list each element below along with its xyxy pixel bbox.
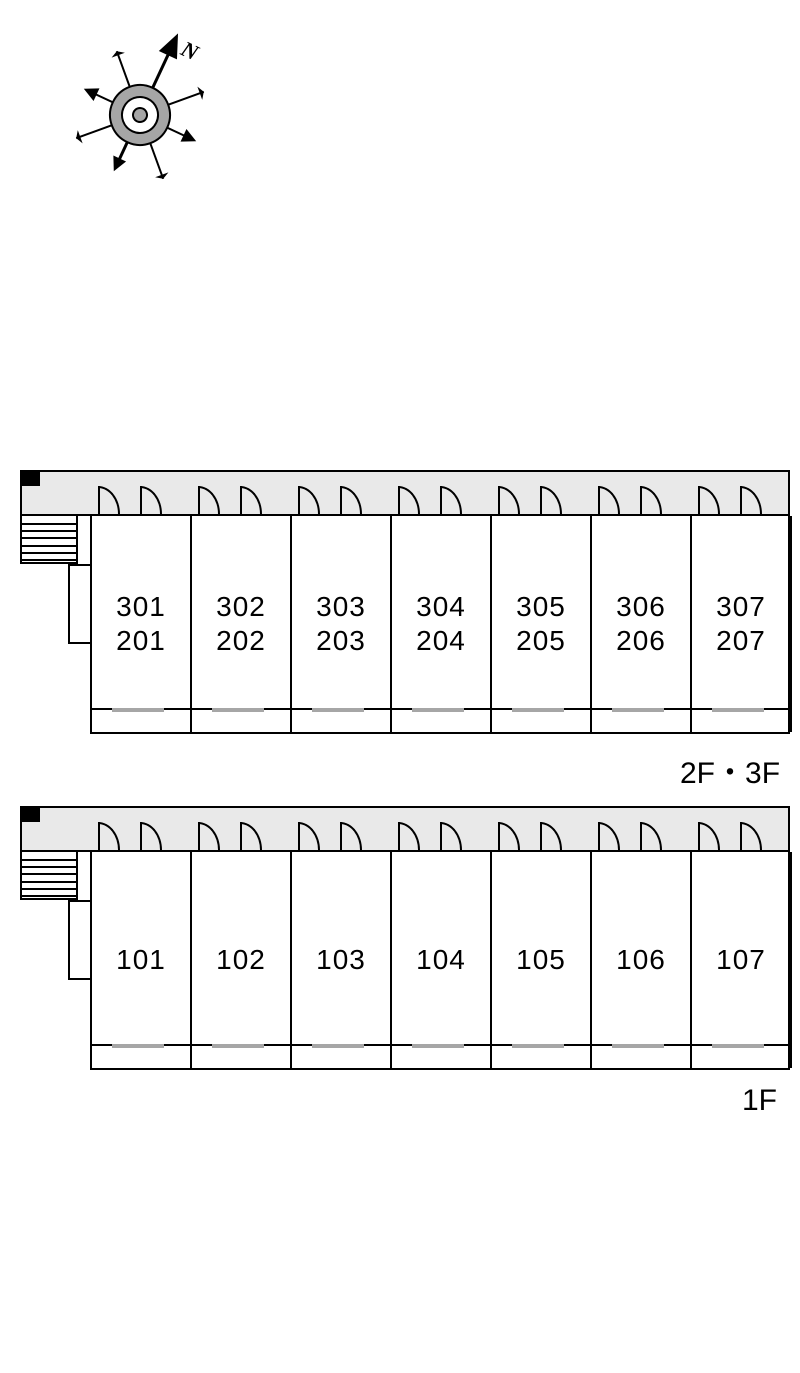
left-wall-segment	[68, 564, 92, 644]
window-mark	[712, 1044, 764, 1048]
door-icon	[98, 486, 120, 514]
door-icon	[640, 486, 662, 514]
floorplan-canvas: N 30120130220230320330420430520530620630…	[0, 0, 800, 1373]
room-number: 202	[216, 624, 266, 658]
window-mark	[612, 1044, 664, 1048]
room-number: 307	[716, 590, 766, 624]
left-wall-segment	[68, 900, 92, 980]
compass-svg: N	[60, 20, 220, 180]
door-icon	[140, 822, 162, 850]
rooms-row: 3012013022023032033042043052053062063072…	[90, 516, 790, 734]
door-icon	[540, 486, 562, 514]
room-number: 305	[516, 590, 566, 624]
room-number: 303	[316, 590, 366, 624]
window-mark	[212, 708, 264, 712]
room-number: 205	[516, 624, 566, 658]
room-number: 105	[516, 943, 566, 977]
window-mark	[612, 708, 664, 712]
floor-label: 1F	[742, 1084, 777, 1118]
door-icon	[698, 822, 720, 850]
door-icon	[498, 822, 520, 850]
room-unit: 304204	[392, 516, 492, 732]
door-icon	[398, 822, 420, 850]
door-icon	[240, 486, 262, 514]
room-unit: 307207	[692, 516, 792, 732]
room-number: 103	[316, 943, 366, 977]
door-icon	[440, 486, 462, 514]
room-number: 207	[716, 624, 766, 658]
window-mark	[412, 708, 464, 712]
window-mark	[312, 1044, 364, 1048]
compass-rose: N	[60, 20, 220, 180]
corner-block	[22, 808, 40, 822]
room-unit: 106	[592, 852, 692, 1068]
door-icon	[340, 486, 362, 514]
room-unit: 306206	[592, 516, 692, 732]
room-number: 106	[616, 943, 666, 977]
room-number: 301	[116, 590, 166, 624]
door-icon	[498, 486, 520, 514]
svg-text:N: N	[176, 35, 203, 65]
room-number: 304	[416, 590, 466, 624]
room-number: 102	[216, 943, 266, 977]
room-number: 206	[616, 624, 666, 658]
room-unit: 103	[292, 852, 392, 1068]
floor-lower: 101 102 103 104 105 106 107	[20, 806, 790, 1070]
room-unit: 303203	[292, 516, 392, 732]
stairs	[20, 850, 78, 900]
door-icon	[398, 486, 420, 514]
door-icon	[598, 486, 620, 514]
stairs	[20, 514, 78, 564]
door-icon	[440, 822, 462, 850]
door-icon	[698, 486, 720, 514]
room-number: 107	[716, 943, 766, 977]
floor-label: 2F・3F	[680, 748, 780, 792]
window-mark	[512, 708, 564, 712]
window-mark	[712, 708, 764, 712]
window-mark	[212, 1044, 264, 1048]
window-mark	[112, 708, 164, 712]
room-unit: 305205	[492, 516, 592, 732]
room-number: 201	[116, 624, 166, 658]
door-icon	[198, 486, 220, 514]
door-icon	[298, 822, 320, 850]
window-mark	[312, 708, 364, 712]
room-unit: 302202	[192, 516, 292, 732]
door-icon	[740, 822, 762, 850]
room-unit: 104	[392, 852, 492, 1068]
door-icon	[140, 486, 162, 514]
door-icon	[598, 822, 620, 850]
room-unit: 301201	[92, 516, 192, 732]
room-number: 306	[616, 590, 666, 624]
floor-upper: 3012013022023032033042043052053062063072…	[20, 470, 790, 734]
door-icon	[240, 822, 262, 850]
door-icon	[740, 486, 762, 514]
room-number: 104	[416, 943, 466, 977]
room-unit: 105	[492, 852, 592, 1068]
room-unit: 102	[192, 852, 292, 1068]
door-icon	[340, 822, 362, 850]
door-icon	[298, 486, 320, 514]
door-icon	[198, 822, 220, 850]
window-mark	[412, 1044, 464, 1048]
room-number: 204	[416, 624, 466, 658]
corner-block	[22, 472, 40, 486]
rooms-row: 101 102 103 104 105 106 107	[90, 852, 790, 1070]
door-icon	[98, 822, 120, 850]
room-number: 101	[116, 943, 166, 977]
door-icon	[540, 822, 562, 850]
window-mark	[112, 1044, 164, 1048]
door-icon	[640, 822, 662, 850]
window-mark	[512, 1044, 564, 1048]
room-unit: 101	[92, 852, 192, 1068]
room-unit: 107	[692, 852, 792, 1068]
room-number: 302	[216, 590, 266, 624]
room-number: 203	[316, 624, 366, 658]
